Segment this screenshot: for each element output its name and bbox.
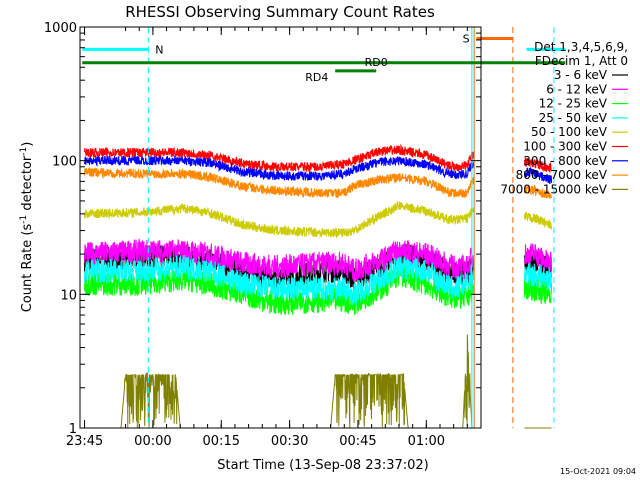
plot-area: N RD0 RD4 S bbox=[79, 27, 566, 429]
x-tick-label-5: 01:00 bbox=[408, 434, 445, 449]
overlay-label-rd0: RD0 bbox=[365, 56, 388, 69]
x-tick-label-2: 00:15 bbox=[203, 434, 240, 449]
x-tick-label-0: 23:45 bbox=[66, 434, 103, 449]
axes: 23:45 00:00 00:15 00:30 00:45 01:00 1 10 100 1000 bbox=[44, 21, 482, 449]
legend-header-0: Det 1,3,4,5,6,9, bbox=[534, 40, 628, 54]
legend-header-1: FDecim 1, Att 0 bbox=[535, 54, 628, 68]
y-tick-label-2: 100 bbox=[52, 155, 77, 170]
legend: Det 1,3,4,5,6,9,FDecim 1, Att 03 - 6 keV… bbox=[500, 40, 628, 196]
legend-label-8: 7000 - 15000 keV bbox=[500, 182, 607, 196]
legend-label-1: 6 - 12 keV bbox=[546, 82, 608, 96]
y-axis-label: Count Rate (s-1 detector-1) bbox=[19, 142, 35, 313]
footer-timestamp: 15-Oct-2021 09:04 bbox=[560, 467, 636, 476]
legend-label-4: 50 - 100 keV bbox=[531, 125, 608, 139]
overlay-label-s: S bbox=[463, 33, 470, 46]
legend-label-5: 100 - 300 keV bbox=[523, 140, 607, 154]
x-axis-label: Start Time (13-Sep-08 23:37:02) bbox=[217, 458, 428, 473]
legend-label-7: 800 - 7000 keV bbox=[516, 168, 608, 182]
chart-title: RHESSI Observing Summary Count Rates bbox=[125, 3, 435, 21]
series-line-4 bbox=[84, 200, 553, 239]
y-tick-label-0: 1 bbox=[69, 422, 77, 437]
series-line-6 bbox=[84, 154, 553, 185]
legend-label-6: 300 - 800 keV bbox=[523, 154, 607, 168]
plot-frame bbox=[79, 26, 482, 429]
overlay-label-n: N bbox=[155, 43, 163, 56]
y-tick-label-3: 1000 bbox=[44, 21, 77, 36]
x-tick-label-3: 00:30 bbox=[271, 434, 308, 449]
series-line-1 bbox=[84, 238, 553, 282]
legend-label-0: 3 - 6 keV bbox=[554, 68, 608, 82]
series-line-7 bbox=[84, 166, 552, 199]
y-tick-label-1: 10 bbox=[60, 288, 77, 303]
overlay-label-rd4: RD4 bbox=[305, 71, 328, 84]
legend-label-2: 12 - 25 keV bbox=[539, 97, 608, 111]
series-line-2 bbox=[84, 264, 553, 316]
legend-label-3: 25 - 50 keV bbox=[539, 111, 608, 125]
series-line-5 bbox=[84, 143, 552, 173]
series-line-3 bbox=[84, 255, 553, 305]
x-tick-label-4: 00:45 bbox=[339, 434, 376, 449]
x-tick-label-1: 00:00 bbox=[134, 434, 171, 449]
